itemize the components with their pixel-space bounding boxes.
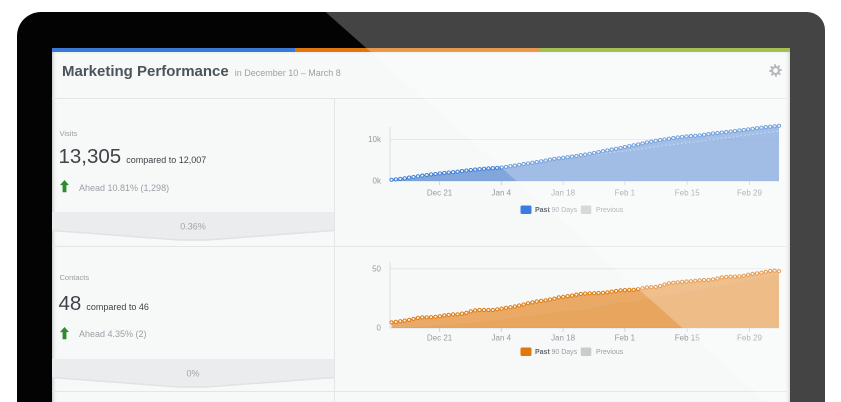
svg-text:Feb 29: Feb 29 (737, 333, 762, 342)
svg-text:Previous: Previous (596, 349, 624, 356)
svg-text:50: 50 (372, 264, 381, 273)
svg-text:Feb 29: Feb 29 (737, 189, 762, 198)
svg-text:10k: 10k (368, 135, 382, 144)
svg-text:90 Days: 90 Days (552, 207, 578, 214)
svg-text:Dec 21: Dec 21 (427, 189, 453, 198)
svg-text:Dec 21: Dec 21 (427, 333, 453, 342)
svg-text:Jan 18: Jan 18 (551, 189, 576, 198)
svg-text:Previous: Previous (596, 207, 624, 214)
svg-text:Past: Past (535, 207, 550, 214)
svg-text:0.36%: 0.36% (180, 222, 206, 232)
svg-text:0: 0 (377, 323, 382, 332)
svg-text:90 Days: 90 Days (552, 349, 578, 356)
svg-text:0k: 0k (373, 177, 382, 186)
svg-text:Feb 1: Feb 1 (615, 189, 636, 198)
svg-text:Jan 4: Jan 4 (492, 189, 512, 198)
svg-text:Jan 18: Jan 18 (551, 333, 576, 342)
svg-text:Past: Past (535, 349, 550, 356)
svg-text:Feb 1: Feb 1 (615, 333, 636, 342)
svg-text:0%: 0% (186, 368, 199, 378)
svg-text:Feb 15: Feb 15 (675, 189, 700, 198)
svg-text:Feb 15: Feb 15 (675, 333, 700, 342)
svg-text:Jan 4: Jan 4 (492, 333, 512, 342)
